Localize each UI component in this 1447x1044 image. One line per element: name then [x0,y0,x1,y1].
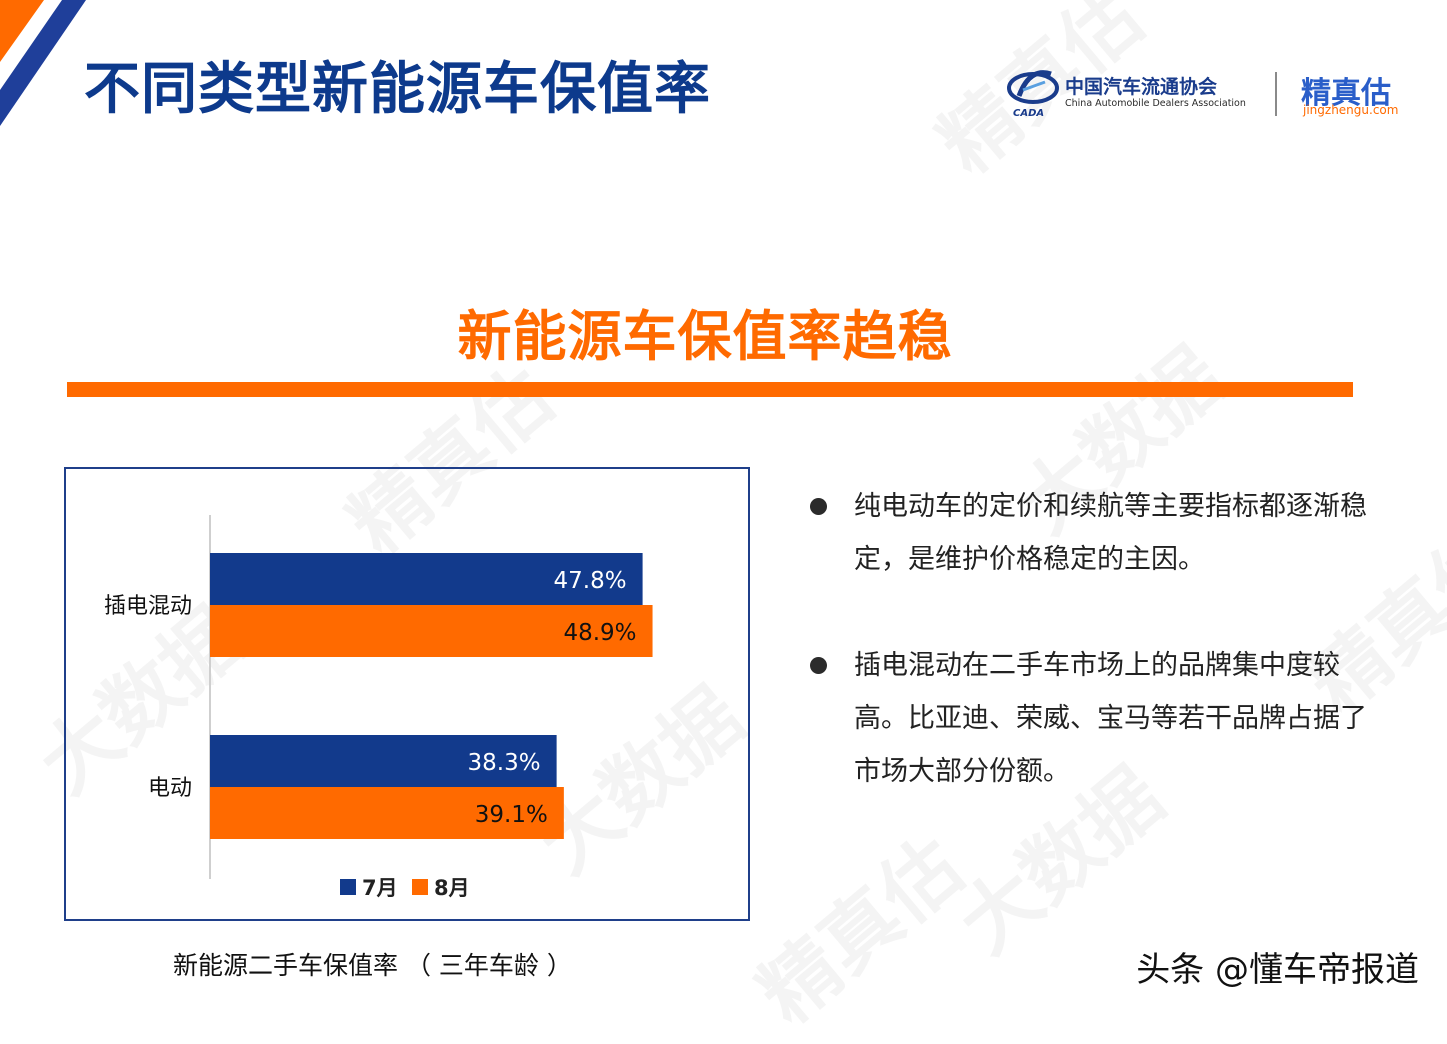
data-label: 48.9% [563,620,636,646]
bullet-list: 纯电动车的定价和续航等主要指标都逐渐稳定，是维护价格稳定的主因。 插电混动在二手… [806,480,1376,851]
bar [210,735,557,787]
page-title: 不同类型新能源车保值率 [84,57,711,122]
legend-swatch [412,879,428,895]
logo-divider [1275,72,1277,116]
legend-label: 8月 [434,876,470,900]
data-label: 39.1% [475,802,548,828]
corner-stripe-blue [0,0,86,126]
category-label: 插电混动 [104,594,192,619]
legend-label: 7月 [362,876,398,900]
category-label: 电动 [148,776,192,801]
bar-chart: 插电混动 47.8% 48.9% 电动 38.3% 39.1% 7月 8月 [104,515,653,900]
legend-swatch [340,879,356,895]
section-subtitle: 新能源车保值率趋稳 [457,305,953,368]
corner-stripes [0,0,86,126]
association-name-cn: 中国汽车流通协会 [1065,76,1218,98]
brand-url: jingzhengu.com [1303,103,1399,117]
bullet-text: 纯电动车的定价和续航等主要指标都逐渐稳定，是维护价格稳定的主因。 [854,491,1367,575]
data-label: 47.8% [554,568,627,594]
source-credit: 头条 @懂车帝报道 [1136,950,1419,990]
brand-logo-text: 精真估 [1301,76,1391,111]
bar [210,553,643,605]
bar [210,605,653,657]
bar [210,787,564,839]
bullet-dot-icon [810,498,827,515]
bullet-item: 纯电动车的定价和续航等主要指标都逐渐稳定，是维护价格稳定的主因。 [806,480,1376,586]
cada-logo-icon: CADA [1007,70,1059,118]
data-label: 38.3% [468,750,541,776]
corner-stripe-orange [0,0,44,62]
bullet-dot-icon [810,657,827,674]
logo-area: CADA 中国汽车流通协会 China Automobile Dealers A… [1005,66,1415,122]
cada-logo-text: CADA [1013,108,1044,118]
bullet-text: 插电混动在二手车市场上的品牌集中度较高。比亚迪、荣威、宝马等若干品牌占据了市场大… [854,650,1367,787]
association-name-en: China Automobile Dealers Association [1065,98,1246,109]
orange-divider [67,382,1353,397]
chart-caption: 新能源二手车保值率 （ 三年车龄 ） [173,951,572,980]
chart-frame: 插电混动 47.8% 48.9% 电动 38.3% 39.1% 7月 8月 [64,467,750,921]
bullet-item: 插电混动在二手车市场上的品牌集中度较高。比亚迪、荣威、宝马等若干品牌占据了市场大… [806,639,1376,798]
